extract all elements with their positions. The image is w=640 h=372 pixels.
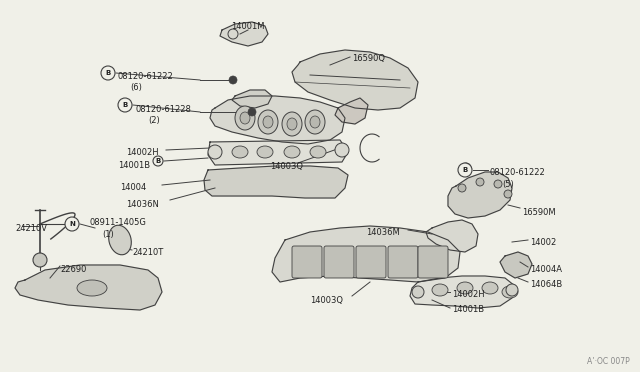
Text: (5): (5) (502, 180, 514, 189)
Circle shape (153, 156, 163, 166)
Circle shape (208, 145, 222, 159)
Text: (1): (1) (102, 230, 114, 239)
Text: 14001M: 14001M (231, 22, 265, 31)
Ellipse shape (282, 112, 302, 136)
Polygon shape (232, 90, 272, 108)
Text: (2): (2) (148, 116, 160, 125)
Polygon shape (210, 96, 345, 144)
Text: B: B (106, 70, 111, 76)
Ellipse shape (482, 282, 498, 294)
Circle shape (101, 66, 115, 80)
Text: 08911-1405G: 08911-1405G (90, 218, 147, 227)
Circle shape (248, 108, 256, 116)
Polygon shape (292, 50, 418, 110)
Text: 14001B: 14001B (118, 161, 150, 170)
Text: 14036N: 14036N (126, 200, 159, 209)
Ellipse shape (258, 110, 278, 134)
Text: 24210T: 24210T (132, 248, 163, 257)
FancyBboxPatch shape (356, 246, 386, 278)
Text: 14002: 14002 (530, 238, 556, 247)
Text: 08120-61222: 08120-61222 (490, 168, 546, 177)
Circle shape (118, 98, 132, 112)
Circle shape (506, 284, 518, 296)
Polygon shape (204, 166, 348, 198)
Text: 22690: 22690 (60, 265, 86, 274)
Polygon shape (448, 172, 512, 218)
Polygon shape (410, 276, 515, 308)
Text: 14002H: 14002H (452, 290, 484, 299)
Circle shape (494, 180, 502, 188)
Circle shape (458, 184, 466, 192)
FancyBboxPatch shape (292, 246, 322, 278)
Text: A’·OC 007P: A’·OC 007P (588, 357, 630, 366)
Circle shape (412, 286, 424, 298)
Text: 14002H: 14002H (126, 148, 159, 157)
Polygon shape (208, 140, 348, 165)
Text: 14001B: 14001B (452, 305, 484, 314)
Polygon shape (272, 226, 460, 282)
Text: B: B (462, 167, 468, 173)
Ellipse shape (310, 146, 326, 158)
Ellipse shape (287, 118, 297, 130)
Ellipse shape (263, 116, 273, 128)
Text: (6): (6) (130, 83, 142, 92)
Ellipse shape (235, 106, 255, 130)
Ellipse shape (502, 286, 518, 298)
Text: B: B (156, 158, 161, 164)
Polygon shape (15, 265, 162, 310)
Polygon shape (426, 220, 478, 252)
Text: B: B (122, 102, 127, 108)
Ellipse shape (305, 110, 325, 134)
Ellipse shape (232, 146, 248, 158)
Ellipse shape (310, 116, 320, 128)
Circle shape (504, 190, 512, 198)
FancyBboxPatch shape (418, 246, 448, 278)
Polygon shape (500, 252, 532, 278)
Text: 14003Q: 14003Q (310, 296, 343, 305)
Text: 08120-61222: 08120-61222 (118, 72, 173, 81)
Text: N: N (69, 221, 75, 227)
Ellipse shape (432, 284, 448, 296)
Ellipse shape (457, 282, 473, 294)
Text: 14036M: 14036M (366, 228, 400, 237)
Ellipse shape (109, 225, 131, 255)
FancyBboxPatch shape (324, 246, 354, 278)
Circle shape (229, 76, 237, 84)
Polygon shape (220, 22, 268, 46)
Circle shape (335, 143, 349, 157)
Ellipse shape (257, 146, 273, 158)
Text: 14004: 14004 (120, 183, 147, 192)
Circle shape (458, 163, 472, 177)
Text: 16590M: 16590M (522, 208, 556, 217)
Ellipse shape (284, 146, 300, 158)
Circle shape (33, 253, 47, 267)
FancyBboxPatch shape (388, 246, 418, 278)
Text: 14003Q: 14003Q (270, 162, 303, 171)
Text: 24210V: 24210V (15, 224, 47, 233)
Text: 14004A: 14004A (530, 265, 562, 274)
Circle shape (65, 217, 79, 231)
Circle shape (476, 178, 484, 186)
Text: 08120-61228: 08120-61228 (136, 105, 192, 114)
Ellipse shape (77, 280, 107, 296)
Ellipse shape (240, 112, 250, 124)
Polygon shape (335, 98, 368, 124)
Text: 16590Q: 16590Q (352, 54, 385, 63)
Circle shape (461, 163, 471, 173)
Text: 14064B: 14064B (530, 280, 563, 289)
